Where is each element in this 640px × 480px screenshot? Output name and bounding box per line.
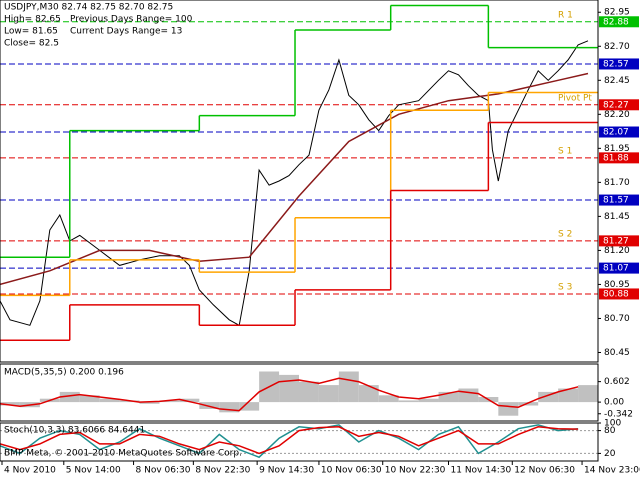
- y-tick-label: 20: [604, 449, 616, 459]
- level-value: 81.27: [603, 236, 629, 246]
- macd-bar: [498, 402, 519, 416]
- level-label: Pivot Pt: [558, 93, 592, 103]
- macd-bar: [219, 402, 240, 413]
- y-tick-label: 82.20: [604, 110, 630, 120]
- x-tick-label: 12 Nov 06:30: [514, 466, 575, 476]
- level-box: [599, 16, 639, 28]
- y-tick-label: 82.70: [604, 42, 630, 52]
- macd-bar: [59, 391, 80, 403]
- macd-bar: [79, 395, 100, 403]
- y-tick-label: 82.45: [604, 76, 630, 86]
- macd-bar: [578, 385, 598, 403]
- price-panel: [0, 0, 599, 363]
- y-tick-label: 80.70: [604, 314, 630, 324]
- macd-bar: [418, 398, 439, 403]
- macd-bar: [139, 402, 160, 404]
- x-tick-label: 9 Nov 14:30: [259, 466, 314, 476]
- stoch-line: [0, 424, 579, 459]
- y-tick-label: 100: [604, 419, 621, 429]
- level-label: S 2: [558, 229, 572, 239]
- macd-bar: [179, 398, 200, 403]
- level-box: [599, 235, 639, 247]
- macd-bar: [299, 381, 319, 403]
- level-value: 81.88: [603, 153, 629, 163]
- macd-panel: [0, 363, 599, 422]
- macd-bar: [458, 388, 479, 403]
- macd-bar: [338, 371, 359, 403]
- macd-bar: [538, 391, 559, 403]
- macd-bar: [558, 388, 579, 403]
- y-tick-label: 0.602: [604, 377, 630, 387]
- plots: R 1 Pivot Pt S 1 S 2 S 3: [0, 4, 598, 459]
- y-tick-label: 80: [604, 426, 616, 436]
- level-box: [599, 99, 639, 111]
- level-value: 81.07: [603, 264, 629, 274]
- y-tick-label: -0.342: [604, 409, 633, 419]
- y-tick-label: 80.45: [604, 348, 630, 358]
- y-tick-label: 80.95: [604, 280, 630, 290]
- level-box: [599, 288, 639, 300]
- x-tick-label: 5 Nov 14:00: [66, 466, 121, 476]
- macd-bar: [518, 402, 539, 406]
- x-tick-label: 11 Nov 14:30: [451, 466, 512, 476]
- macd-bar: [199, 402, 220, 409]
- macd-bar: [99, 398, 120, 403]
- close: Close= 82.5: [4, 39, 59, 49]
- copyright: BMP Meta, © 2001-2010 MetaQuotes Softwar…: [4, 449, 242, 459]
- macd-bar: [378, 395, 399, 403]
- y-tick-label: 81.95: [604, 144, 630, 154]
- prev-range: Previous Days Range= 100: [70, 15, 193, 25]
- macd-bar: [279, 374, 299, 403]
- macd-bar: [239, 402, 260, 411]
- macd-line: [0, 377, 579, 412]
- symbol-line: USDJPY,M30 82.74 82.75 82.70 82.75: [4, 3, 173, 13]
- level-value: 81.57: [603, 196, 629, 206]
- level-value: 82.88: [603, 17, 629, 27]
- level-box: [599, 262, 639, 274]
- x-tick-label: 4 Nov 2010: [4, 466, 56, 476]
- y-tick-label: 0.00: [604, 398, 624, 408]
- x-tick-label: 10 Nov 06:30: [321, 466, 382, 476]
- level-label: S 1: [558, 146, 572, 156]
- level-value: 82.27: [603, 100, 629, 110]
- x-tick-label: 10 Nov 22:30: [385, 466, 446, 476]
- curr-range: Current Days Range= 13: [70, 27, 182, 37]
- x-tick-label: 8 Nov 06:30: [136, 466, 191, 476]
- level-label: S 3: [558, 282, 572, 292]
- y-tick-label: 82.95: [604, 8, 630, 18]
- level-box: [599, 194, 639, 206]
- level-box: [599, 58, 639, 70]
- stoch-title: Stoch(10,3,3) 83.6066 84.6441: [4, 426, 145, 436]
- y-tick-label: 81.20: [604, 246, 630, 256]
- stoch-panel: [0, 422, 599, 462]
- stoch-line: [0, 426, 579, 455]
- level-box: [599, 152, 639, 164]
- macd-bar: [318, 385, 339, 403]
- level-box: [599, 126, 639, 138]
- level-label: R 1: [558, 10, 573, 20]
- low: Low= 81.65: [4, 27, 58, 37]
- y-tick-label: 81.45: [604, 212, 630, 222]
- level-value: 82.57: [603, 59, 629, 69]
- macd-bar: [0, 402, 20, 406]
- macd-bar: [398, 400, 419, 403]
- x-tick-label: 14 Nov 23:00: [584, 466, 640, 476]
- moving-average: [0, 72, 589, 286]
- macd-bar: [358, 385, 379, 403]
- level-value: 80.88: [603, 289, 629, 299]
- y-tick-label: 81.70: [604, 178, 630, 188]
- macd-title: MACD(5,35,5) 0.200 0.196: [4, 368, 124, 378]
- macd-bar: [438, 391, 459, 403]
- high: High= 82.65: [4, 15, 61, 25]
- macd-bar: [159, 400, 180, 403]
- x-tick-label: 8 Nov 22:30: [195, 466, 250, 476]
- price-line: [0, 40, 589, 327]
- level-value: 82.07: [603, 128, 629, 138]
